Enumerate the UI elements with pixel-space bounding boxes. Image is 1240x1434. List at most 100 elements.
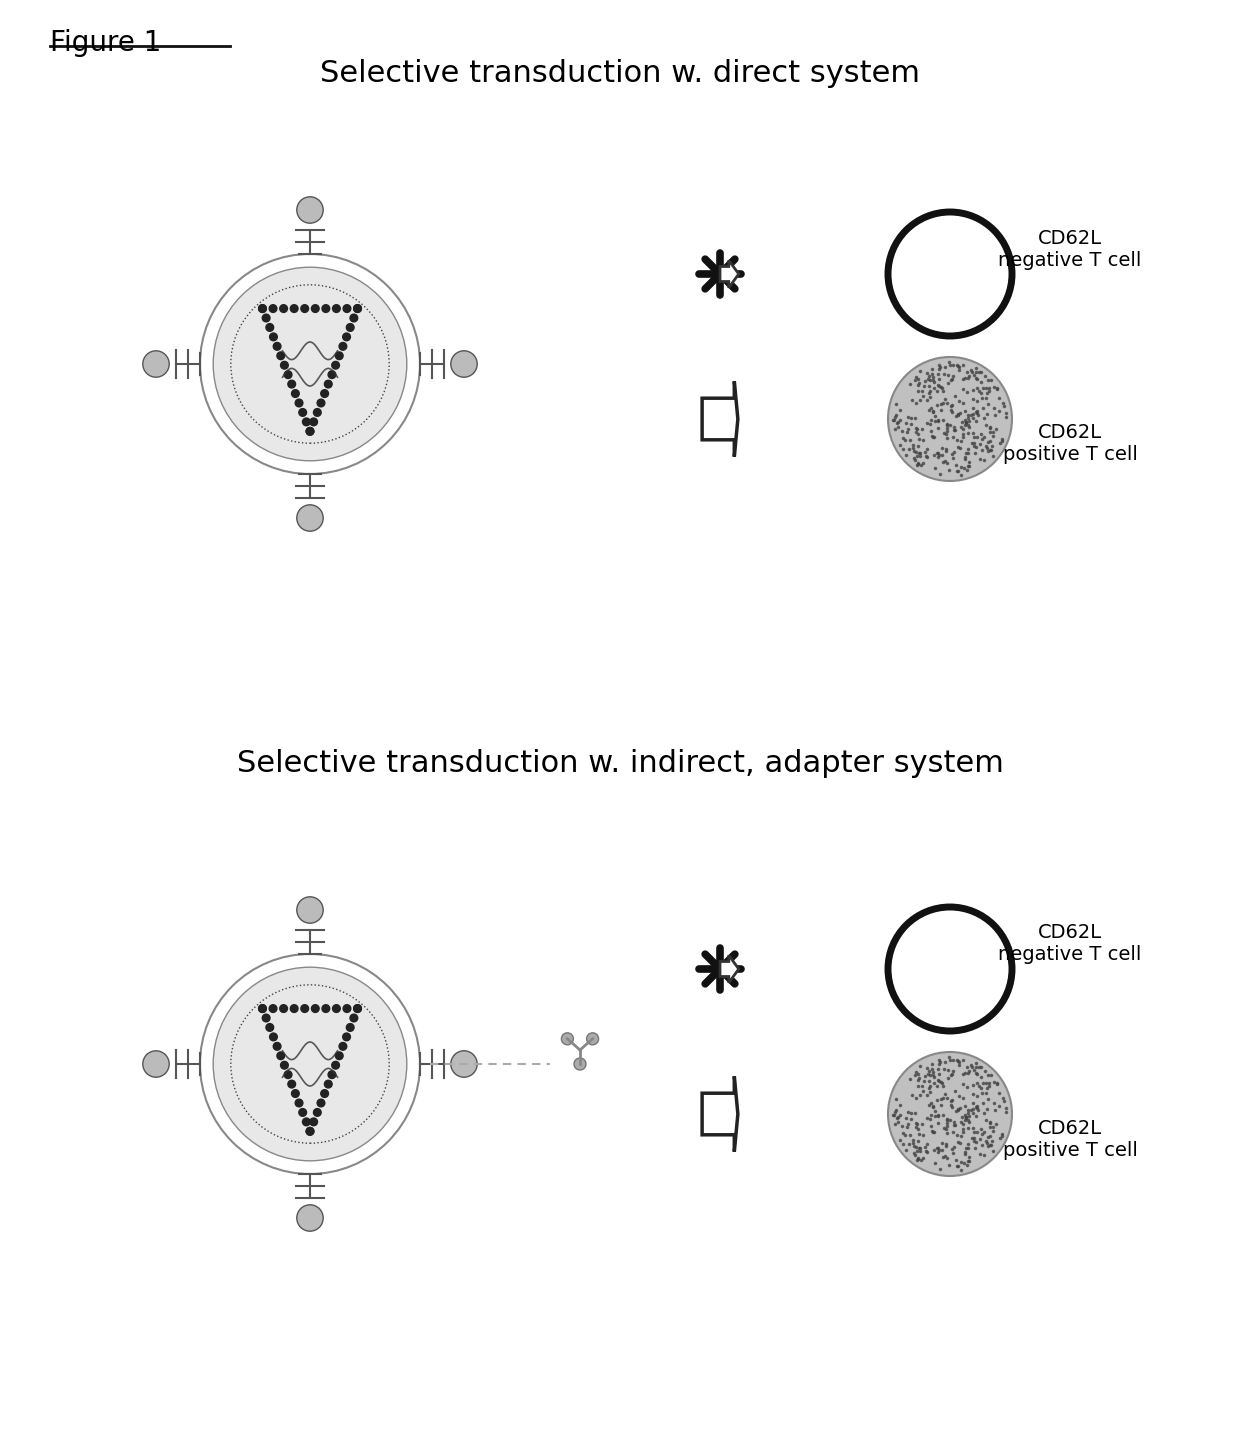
Point (978, 430, 998, 453)
Point (893, 1133, 913, 1156)
Polygon shape (720, 260, 739, 288)
Circle shape (311, 1005, 319, 1012)
Point (910, 360, 930, 383)
Circle shape (353, 1005, 361, 1012)
Point (895, 1124, 915, 1147)
Point (987, 1073, 1007, 1096)
Point (921, 363, 941, 386)
Point (942, 446, 962, 469)
Point (970, 1055, 990, 1078)
Point (959, 1061, 978, 1084)
Point (951, 456, 971, 479)
Point (911, 417, 931, 440)
Point (909, 371, 929, 394)
Point (978, 1071, 998, 1094)
Point (966, 1096, 986, 1119)
Point (967, 1084, 987, 1107)
Point (956, 1108, 976, 1131)
Circle shape (325, 380, 332, 389)
Circle shape (350, 314, 357, 321)
Point (982, 369, 1002, 391)
Point (942, 426, 962, 449)
Point (909, 442, 929, 465)
Point (910, 442, 930, 465)
Point (955, 1104, 975, 1127)
Point (947, 1048, 967, 1071)
Circle shape (346, 324, 355, 331)
Point (993, 1087, 1013, 1110)
Point (920, 1080, 940, 1103)
Point (994, 1090, 1014, 1113)
Point (981, 1133, 1001, 1156)
Point (931, 1070, 951, 1093)
Point (937, 419, 957, 442)
Point (929, 1140, 949, 1163)
Point (932, 436, 952, 459)
Point (937, 1087, 957, 1110)
Point (985, 397, 1004, 420)
Circle shape (259, 304, 267, 313)
Point (963, 1117, 983, 1140)
Point (916, 445, 936, 467)
Point (932, 376, 952, 399)
Point (924, 1096, 944, 1119)
Point (906, 391, 926, 414)
Point (980, 1116, 999, 1139)
Point (971, 1077, 991, 1100)
Point (930, 391, 950, 414)
Point (920, 409, 940, 432)
Point (924, 402, 944, 424)
Point (920, 1076, 940, 1098)
Point (990, 1081, 1009, 1104)
Point (956, 1107, 976, 1130)
Point (985, 1091, 1004, 1114)
Text: Selective transduction w. indirect, adapter system: Selective transduction w. indirect, adap… (237, 750, 1003, 779)
Point (967, 1094, 987, 1117)
Point (890, 1103, 910, 1126)
Circle shape (317, 399, 325, 407)
Point (925, 404, 945, 427)
Point (915, 440, 935, 463)
Point (949, 1084, 968, 1107)
Point (977, 1131, 997, 1154)
Circle shape (303, 1119, 310, 1126)
Point (937, 417, 957, 440)
Point (967, 1063, 987, 1086)
Point (928, 373, 947, 396)
Point (921, 1091, 941, 1114)
Point (928, 1068, 947, 1091)
Point (935, 387, 955, 410)
Point (928, 1137, 947, 1160)
Point (972, 1123, 992, 1146)
Point (905, 369, 925, 391)
Point (905, 366, 925, 389)
Point (960, 364, 980, 387)
Point (977, 1097, 997, 1120)
Point (959, 455, 978, 478)
Circle shape (339, 1043, 347, 1050)
Circle shape (296, 505, 324, 531)
Point (893, 437, 913, 460)
Point (894, 1121, 914, 1144)
Point (980, 417, 999, 440)
Point (937, 427, 957, 450)
Point (941, 369, 961, 391)
Text: CD62L
positive T cell: CD62L positive T cell (1003, 423, 1137, 465)
Point (929, 1053, 949, 1076)
Point (962, 1083, 982, 1106)
Point (900, 373, 920, 396)
Point (959, 1108, 978, 1131)
Point (966, 361, 986, 384)
Polygon shape (720, 955, 739, 982)
Point (911, 1149, 931, 1172)
Circle shape (301, 1005, 309, 1012)
Point (921, 1057, 941, 1080)
Circle shape (295, 399, 303, 407)
Point (928, 416, 947, 439)
Point (942, 1088, 962, 1111)
Point (990, 387, 1009, 410)
Point (930, 353, 950, 376)
Point (924, 1121, 944, 1144)
Point (929, 1103, 949, 1126)
Point (928, 363, 947, 386)
